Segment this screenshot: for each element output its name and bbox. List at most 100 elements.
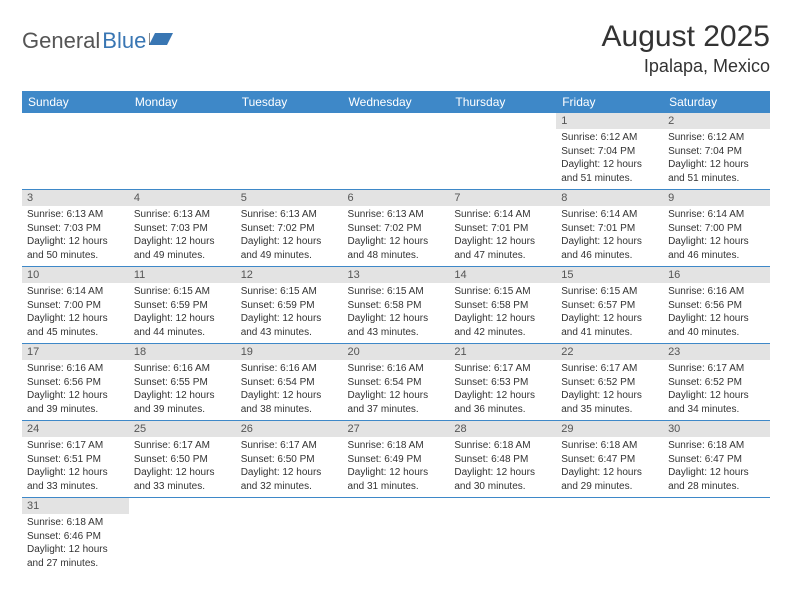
daylight-text-2: and 48 minutes. xyxy=(348,249,445,263)
sunset-text: Sunset: 6:47 PM xyxy=(668,453,765,467)
day-sun-data: Sunrise: 6:16 AMSunset: 6:56 PMDaylight:… xyxy=(22,360,129,420)
daylight-text-2: and 41 minutes. xyxy=(561,326,658,340)
sunrise-text: Sunrise: 6:16 AM xyxy=(241,362,338,376)
sunset-text: Sunset: 6:56 PM xyxy=(668,299,765,313)
sunset-text: Sunset: 6:54 PM xyxy=(348,376,445,390)
daylight-text-1: Daylight: 12 hours xyxy=(348,389,445,403)
calendar-day-cell: 6Sunrise: 6:13 AMSunset: 7:02 PMDaylight… xyxy=(343,190,450,267)
sunset-text: Sunset: 7:01 PM xyxy=(561,222,658,236)
calendar-day-cell xyxy=(236,498,343,575)
daylight-text-1: Daylight: 12 hours xyxy=(134,466,231,480)
sunset-text: Sunset: 6:50 PM xyxy=(134,453,231,467)
day-number: 19 xyxy=(236,344,343,360)
sunset-text: Sunset: 7:03 PM xyxy=(27,222,124,236)
daylight-text-1: Daylight: 12 hours xyxy=(27,235,124,249)
sunset-text: Sunset: 6:54 PM xyxy=(241,376,338,390)
sunrise-text: Sunrise: 6:14 AM xyxy=(561,208,658,222)
daylight-text-2: and 45 minutes. xyxy=(27,326,124,340)
daylight-text-2: and 31 minutes. xyxy=(348,480,445,494)
daylight-text-1: Daylight: 12 hours xyxy=(348,312,445,326)
day-number: 23 xyxy=(663,344,770,360)
day-sun-data: Sunrise: 6:13 AMSunset: 7:02 PMDaylight:… xyxy=(236,206,343,266)
day-sun-data: Sunrise: 6:14 AMSunset: 7:00 PMDaylight:… xyxy=(663,206,770,266)
calendar-day-cell: 31Sunrise: 6:18 AMSunset: 6:46 PMDayligh… xyxy=(22,498,129,575)
sunrise-text: Sunrise: 6:18 AM xyxy=(561,439,658,453)
day-sun-data: Sunrise: 6:13 AMSunset: 7:03 PMDaylight:… xyxy=(22,206,129,266)
daylight-text-1: Daylight: 12 hours xyxy=(241,235,338,249)
daylight-text-1: Daylight: 12 hours xyxy=(454,312,551,326)
day-number: 18 xyxy=(129,344,236,360)
sunrise-text: Sunrise: 6:17 AM xyxy=(241,439,338,453)
calendar-day-cell: 5Sunrise: 6:13 AMSunset: 7:02 PMDaylight… xyxy=(236,190,343,267)
day-sun-data: Sunrise: 6:13 AMSunset: 7:02 PMDaylight:… xyxy=(343,206,450,266)
sunrise-text: Sunrise: 6:12 AM xyxy=(561,131,658,145)
day-number: 22 xyxy=(556,344,663,360)
sunset-text: Sunset: 6:51 PM xyxy=(27,453,124,467)
day-number: 14 xyxy=(449,267,556,283)
sunset-text: Sunset: 6:57 PM xyxy=(561,299,658,313)
daylight-text-1: Daylight: 12 hours xyxy=(134,312,231,326)
calendar-day-cell: 23 Sunrise: 6:17 AMSunset: 6:52 PMDayligh… xyxy=(663,344,770,421)
calendar-day-cell: 28Sunrise: 6:18 AMSunset: 6:48 PMDayligh… xyxy=(449,421,556,498)
daylight-text-1: Daylight: 12 hours xyxy=(241,466,338,480)
daylight-text-2: and 36 minutes. xyxy=(454,403,551,417)
sunrise-text: Sunrise: 6:13 AM xyxy=(134,208,231,222)
calendar-day-cell: 30Sunrise: 6:18 AMSunset: 6:47 PMDayligh… xyxy=(663,421,770,498)
daylight-text-1: Daylight: 12 hours xyxy=(27,389,124,403)
calendar-day-cell: 4Sunrise: 6:13 AMSunset: 7:03 PMDaylight… xyxy=(129,190,236,267)
daylight-text-2: and 51 minutes. xyxy=(561,172,658,186)
sunset-text: Sunset: 7:02 PM xyxy=(348,222,445,236)
daylight-text-2: and 37 minutes. xyxy=(348,403,445,417)
weekday-header: Wednesday xyxy=(343,91,450,113)
daylight-text-2: and 43 minutes. xyxy=(348,326,445,340)
sunset-text: Sunset: 6:52 PM xyxy=(668,376,765,390)
day-number: 21 xyxy=(449,344,556,360)
daylight-text-1: Daylight: 12 hours xyxy=(241,389,338,403)
calendar-day-cell: 17Sunrise: 6:16 AMSunset: 6:56 PMDayligh… xyxy=(22,344,129,421)
daylight-text-2: and 49 minutes. xyxy=(241,249,338,263)
daylight-text-2: and 43 minutes. xyxy=(241,326,338,340)
day-number: 15 xyxy=(556,267,663,283)
day-sun-data: Sunrise: 6:14 AMSunset: 7:01 PMDaylight:… xyxy=(449,206,556,266)
calendar-week-row: 1Sunrise: 6:12 AMSunset: 7:04 PMDaylight… xyxy=(22,113,770,190)
weekday-header: Tuesday xyxy=(236,91,343,113)
calendar-day-cell xyxy=(663,498,770,575)
calendar-day-cell: 29Sunrise: 6:18 AMSunset: 6:47 PMDayligh… xyxy=(556,421,663,498)
day-sun-data: Sunrise: 6:14 AMSunset: 7:01 PMDaylight:… xyxy=(556,206,663,266)
day-number: 5 xyxy=(236,190,343,206)
sunrise-text: Sunrise: 6:13 AM xyxy=(348,208,445,222)
daylight-text-1: Daylight: 12 hours xyxy=(561,312,658,326)
sunrise-text: Sunrise: 6:14 AM xyxy=(27,285,124,299)
logo: General Blue xyxy=(22,28,173,54)
sunrise-text: Sunrise: 6:15 AM xyxy=(241,285,338,299)
day-sun-data: Sunrise: 6:17 AMSunset: 6:50 PMDaylight:… xyxy=(129,437,236,497)
calendar-day-cell xyxy=(343,498,450,575)
daylight-text-1: Daylight: 12 hours xyxy=(668,389,765,403)
calendar-day-cell xyxy=(129,498,236,575)
day-sun-data: Sunrise: 6:16 AMSunset: 6:55 PMDaylight:… xyxy=(129,360,236,420)
sunrise-text: Sunrise: 6:17 AM xyxy=(668,362,765,376)
sunset-text: Sunset: 6:55 PM xyxy=(134,376,231,390)
day-sun-data: Sunrise: 6:12 AMSunset: 7:04 PMDaylight:… xyxy=(663,129,770,189)
day-sun-data: Sunrise: 6:15 AMSunset: 6:57 PMDaylight:… xyxy=(556,283,663,343)
sunset-text: Sunset: 6:59 PM xyxy=(134,299,231,313)
daylight-text-2: and 42 minutes. xyxy=(454,326,551,340)
sunrise-text: Sunrise: 6:17 AM xyxy=(27,439,124,453)
sunset-text: Sunset: 6:49 PM xyxy=(348,453,445,467)
sunset-text: Sunset: 6:58 PM xyxy=(348,299,445,313)
calendar-day-cell: 11Sunrise: 6:15 AMSunset: 6:59 PMDayligh… xyxy=(129,267,236,344)
logo-flag-icon xyxy=(149,31,173,52)
daylight-text-1: Daylight: 12 hours xyxy=(27,312,124,326)
logo-text-general: General xyxy=(22,28,100,54)
sunrise-text: Sunrise: 6:13 AM xyxy=(241,208,338,222)
day-sun-data: Sunrise: 6:13 AMSunset: 7:03 PMDaylight:… xyxy=(129,206,236,266)
day-sun-data: Sunrise: 6:15 AMSunset: 6:59 PMDaylight:… xyxy=(236,283,343,343)
day-sun-data: Sunrise: 6:16 AMSunset: 6:56 PMDaylight:… xyxy=(663,283,770,343)
day-sun-data: Sunrise: 6:18 AMSunset: 6:48 PMDaylight:… xyxy=(449,437,556,497)
calendar-day-cell: 26Sunrise: 6:17 AMSunset: 6:50 PMDayligh… xyxy=(236,421,343,498)
sunset-text: Sunset: 7:04 PM xyxy=(668,145,765,159)
calendar-day-cell: 15Sunrise: 6:15 AMSunset: 6:57 PMDayligh… xyxy=(556,267,663,344)
sunrise-text: Sunrise: 6:16 AM xyxy=(134,362,231,376)
calendar-day-cell: 10Sunrise: 6:14 AMSunset: 7:00 PMDayligh… xyxy=(22,267,129,344)
sunset-text: Sunset: 6:48 PM xyxy=(454,453,551,467)
